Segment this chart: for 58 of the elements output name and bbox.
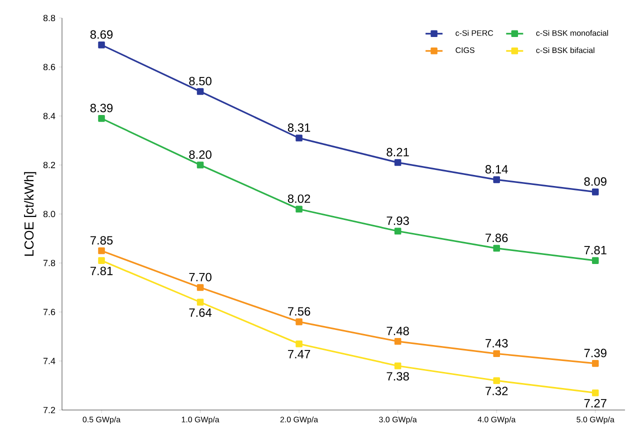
data-label: 7.56 xyxy=(288,307,310,316)
point xyxy=(493,176,500,184)
point xyxy=(98,247,105,254)
point xyxy=(493,350,500,358)
point xyxy=(592,389,599,396)
data-label: 7.81 xyxy=(584,246,606,254)
data-label: 7.70 xyxy=(189,272,212,282)
data-label: 8.21 xyxy=(386,148,409,156)
data-label: 8.02 xyxy=(288,194,310,203)
point xyxy=(394,362,402,370)
y-tick-label: 7.8 xyxy=(43,260,56,266)
point xyxy=(394,159,402,166)
point xyxy=(196,298,204,306)
point xyxy=(592,188,599,196)
y-tick-label: 8.0 xyxy=(43,210,56,218)
data-label: 7.93 xyxy=(386,216,409,225)
point xyxy=(296,318,302,326)
data-label: 8.50 xyxy=(189,76,212,86)
data-label: 7.43 xyxy=(486,339,508,348)
data-label: 7.64 xyxy=(189,308,212,317)
data-label: 7.47 xyxy=(288,350,310,358)
y-axis-title: LCOE [ct/kWh] xyxy=(24,172,36,256)
point xyxy=(592,360,599,367)
point xyxy=(196,284,204,291)
data-label: 7.38 xyxy=(386,372,409,381)
data-label: 8.39 xyxy=(90,104,113,112)
y-tick-label: 8.6 xyxy=(43,64,56,70)
point xyxy=(296,206,302,212)
y-tick-label: 8.4 xyxy=(43,112,56,120)
y-tick-label: 8.8 xyxy=(43,14,56,22)
y-tick-label: 7.2 xyxy=(43,406,56,414)
data-label: 7.39 xyxy=(584,348,606,358)
point xyxy=(296,340,302,348)
point xyxy=(98,42,105,48)
point xyxy=(196,162,204,168)
point xyxy=(98,115,105,122)
point xyxy=(493,244,500,252)
data-label: 8.20 xyxy=(189,150,212,159)
y-tick-label: 7.6 xyxy=(43,308,56,316)
data-label: 7.86 xyxy=(486,234,508,242)
data-label: 7.81 xyxy=(90,266,113,276)
data-label: 8.09 xyxy=(584,177,606,186)
data-label: 7.48 xyxy=(386,326,409,336)
point xyxy=(98,257,105,264)
data-label: 8.69 xyxy=(90,30,113,39)
point xyxy=(196,88,204,95)
point xyxy=(296,134,302,142)
data-label: 7.32 xyxy=(486,386,508,396)
point xyxy=(493,377,500,384)
data-label: 8.14 xyxy=(485,165,508,174)
point xyxy=(592,257,599,264)
data-label: 7.85 xyxy=(90,236,113,245)
point xyxy=(394,338,402,345)
y-tick-label: 7.4 xyxy=(43,358,56,364)
y-tick-label: 8.2 xyxy=(43,162,56,168)
point xyxy=(394,228,402,235)
data-label: 8.31 xyxy=(288,123,310,132)
data-label: 7.27 xyxy=(584,399,606,408)
